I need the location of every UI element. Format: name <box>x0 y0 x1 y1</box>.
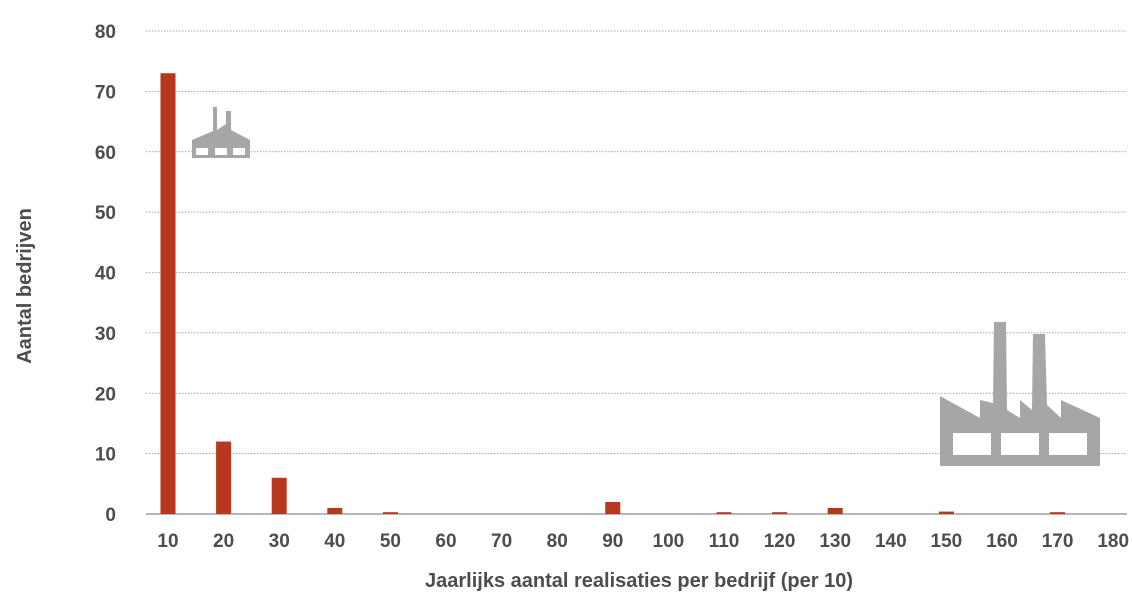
gridlines <box>146 30 1127 515</box>
x-tick-label: 30 <box>269 531 290 552</box>
x-axis-title: Jaarlijks aantal realisaties per bedrijf… <box>425 570 853 592</box>
x-tick-label: 60 <box>435 531 456 552</box>
x-tick-label: 170 <box>1042 531 1074 552</box>
x-tick-label: 120 <box>764 531 796 552</box>
bar <box>605 501 621 514</box>
x-tick-label: 130 <box>819 531 851 552</box>
large-factory-icon <box>940 322 1100 466</box>
y-tick-labels: 0 10 20 30 40 50 60 70 80 <box>95 22 116 526</box>
bars <box>160 73 1066 514</box>
bar <box>160 73 176 514</box>
y-tick-label: 50 <box>95 203 116 224</box>
y-tick-label: 0 <box>105 505 116 526</box>
x-tick-label: 150 <box>931 531 963 552</box>
x-tick-label: 100 <box>653 531 685 552</box>
bar <box>327 507 343 514</box>
y-tick-label: 80 <box>95 22 116 43</box>
y-tick-label: 60 <box>95 143 116 164</box>
y-tick-label: 30 <box>95 324 116 345</box>
x-tick-labels: 10 20 30 40 50 60 70 80 90 100 110 120 130 140 150 160 1… <box>157 531 1129 552</box>
x-tick-label: 40 <box>324 531 345 552</box>
small-factory-icon <box>192 107 250 158</box>
bar <box>271 477 287 514</box>
x-tick-label: 140 <box>875 531 907 552</box>
x-tick-label: 20 <box>213 531 234 552</box>
bar <box>216 441 232 514</box>
y-tick-label: 70 <box>95 82 116 103</box>
bar <box>1050 512 1066 514</box>
x-tick-label: 80 <box>547 531 568 552</box>
bar <box>827 507 843 514</box>
y-tick-label: 10 <box>95 445 116 466</box>
y-tick-label: 40 <box>95 264 116 285</box>
y-tick-label: 20 <box>95 384 116 405</box>
bar <box>938 511 954 514</box>
x-tick-label: 70 <box>491 531 512 552</box>
bar <box>382 512 398 514</box>
bar <box>716 512 732 514</box>
x-tick-label: 50 <box>380 531 401 552</box>
x-tick-label: 180 <box>1097 531 1129 552</box>
x-tick-label: 160 <box>986 531 1018 552</box>
y-axis-title: Aantal bedrijven <box>14 208 36 364</box>
x-tick-label: 10 <box>157 531 178 552</box>
bar <box>772 512 788 514</box>
x-tick-label: 90 <box>602 531 623 552</box>
x-tick-label: 110 <box>709 531 740 552</box>
